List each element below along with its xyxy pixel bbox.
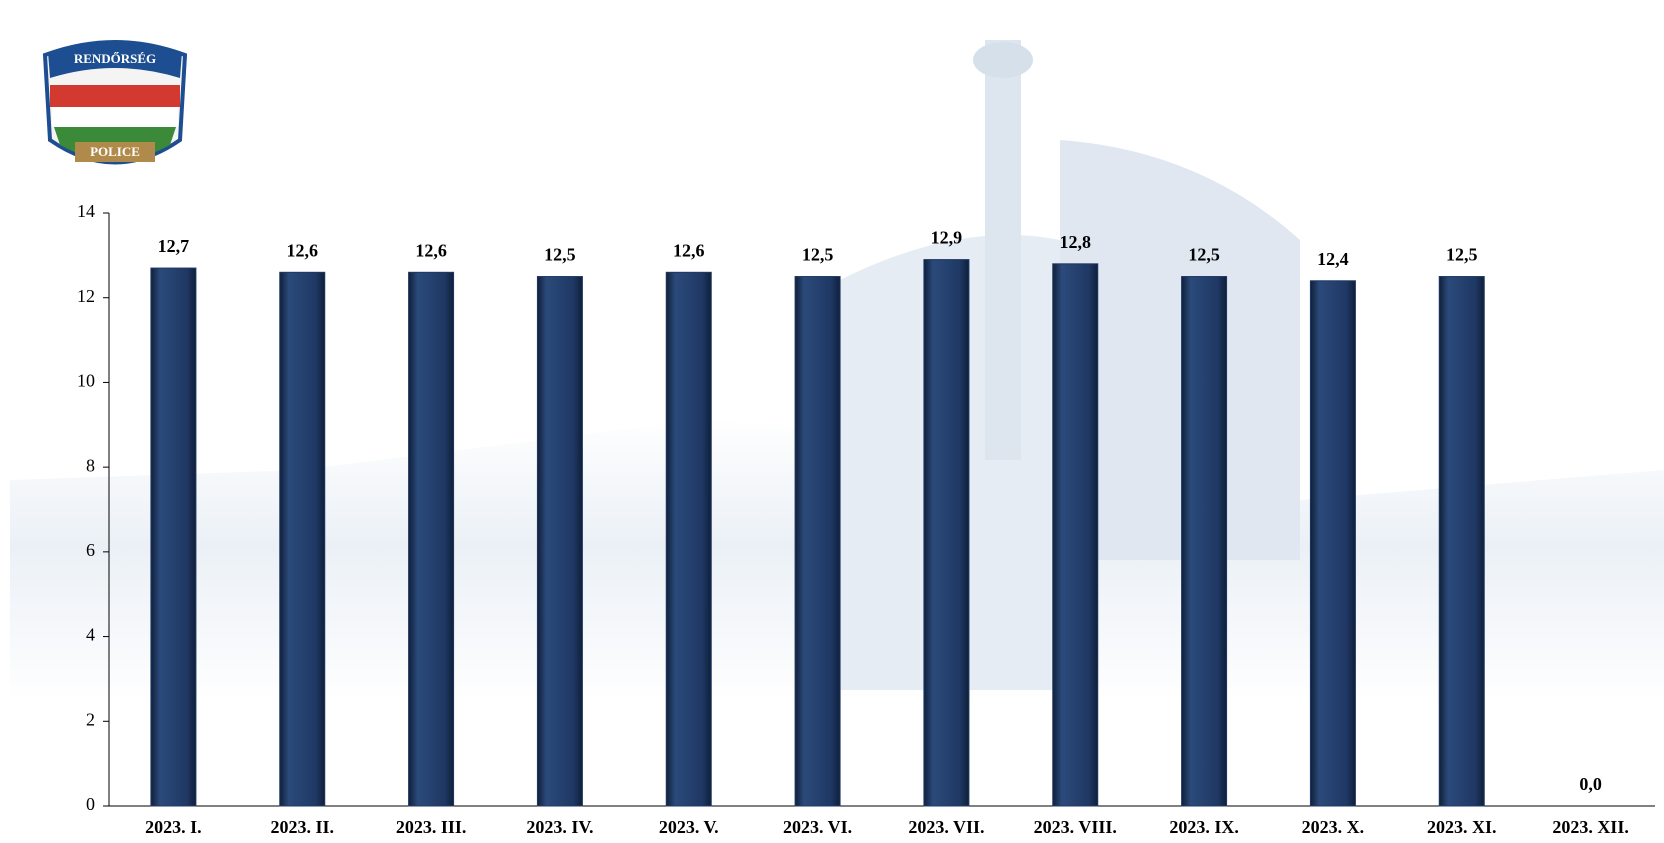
value-label: 12,8 bbox=[1060, 232, 1092, 252]
bar bbox=[1052, 263, 1099, 807]
bar bbox=[794, 276, 841, 807]
logo-bottom: POLICE bbox=[90, 144, 140, 159]
x-tick-label: 2023. I. bbox=[145, 817, 202, 837]
x-tick-label: 2023. VI. bbox=[783, 817, 852, 837]
x-tick-label: 2023. VIII. bbox=[1034, 817, 1117, 837]
x-tick-label: 2023. XII. bbox=[1552, 817, 1629, 837]
x-tick-label: 2023. V. bbox=[659, 817, 719, 837]
y-tick-label: 8 bbox=[86, 455, 95, 475]
x-tick-label: 2023. II. bbox=[270, 817, 334, 837]
bar bbox=[150, 267, 197, 807]
y-tick-label: 4 bbox=[86, 625, 95, 645]
value-label: 12,6 bbox=[287, 240, 319, 260]
value-label: 12,5 bbox=[544, 245, 576, 265]
y-tick-label: 6 bbox=[86, 540, 95, 560]
bar bbox=[665, 271, 712, 807]
x-tick-label: 2023. X. bbox=[1302, 817, 1365, 837]
y-tick-label: 2 bbox=[86, 709, 95, 729]
logo-top: RENDŐRSÉG bbox=[74, 51, 156, 66]
x-tick-label: 2023. IV. bbox=[526, 817, 593, 837]
value-label: 12,6 bbox=[673, 240, 705, 260]
value-label: 12,6 bbox=[415, 240, 447, 260]
value-label: 0,0 bbox=[1579, 774, 1602, 794]
x-tick-label: 2023. XI. bbox=[1427, 817, 1497, 837]
logo: RENDŐRSÉG POLICE bbox=[42, 40, 188, 165]
y-tick-label: 14 bbox=[77, 201, 95, 221]
y-tick-label: 10 bbox=[77, 371, 95, 391]
value-label: 12,5 bbox=[1446, 245, 1478, 265]
bar bbox=[536, 276, 583, 807]
value-label: 12,7 bbox=[158, 236, 190, 256]
value-label: 12,4 bbox=[1317, 249, 1349, 269]
bar bbox=[1181, 276, 1228, 807]
value-label: 12,5 bbox=[802, 245, 834, 265]
bar bbox=[279, 271, 326, 807]
bar bbox=[1438, 276, 1485, 807]
x-tick-label: 2023. IX. bbox=[1169, 817, 1239, 837]
bar bbox=[923, 259, 970, 807]
bar bbox=[1309, 280, 1356, 807]
value-label: 12,5 bbox=[1188, 245, 1220, 265]
bar bbox=[408, 271, 455, 807]
x-tick-label: 2023. III. bbox=[396, 817, 467, 837]
y-tick-label: 0 bbox=[86, 794, 95, 814]
value-label: 12,9 bbox=[931, 228, 963, 248]
x-tick-label: 2023. VII. bbox=[908, 817, 984, 837]
y-tick-label: 12 bbox=[77, 286, 95, 306]
